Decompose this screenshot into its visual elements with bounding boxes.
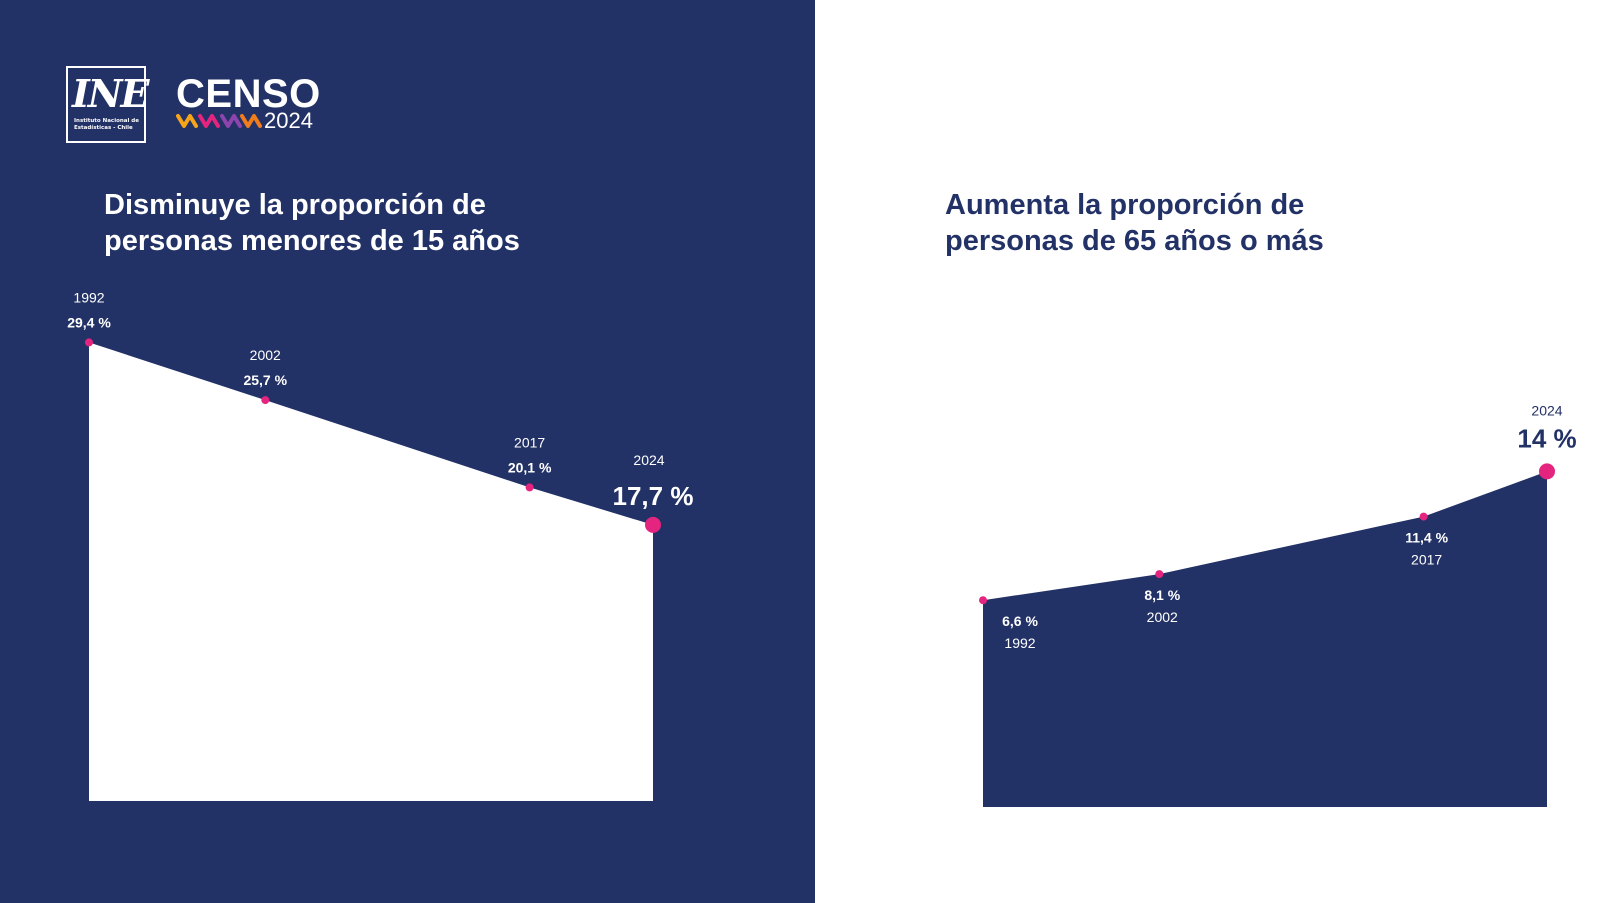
over65-point-2024 [1539, 463, 1555, 480]
ine-logo: INE Instituto Nacional de Estadísticas -… [66, 66, 149, 143]
censo-logo-word: CENSO [176, 72, 321, 116]
over65-year-label-1992: 1992 [1004, 635, 1035, 651]
over65-point-1992 [979, 596, 987, 605]
under15-year-label-2024: 2024 [633, 452, 664, 468]
ine-logo-subtitle: Instituto Nacional de Estadísticas - Chi… [74, 118, 144, 132]
under15-point-2002 [261, 396, 270, 405]
left-chart-title: Disminuye la proporción de personas meno… [104, 189, 520, 257]
over65-area [983, 471, 1547, 807]
over65-point-2002 [1155, 570, 1164, 579]
ine-logo-subtitle-line1: Instituto Nacional de [74, 118, 139, 124]
ine-logo-subtitle-line2: Estadísticas - Chile [74, 125, 133, 131]
over65-value-label-2024: 14 % [1517, 423, 1576, 453]
under15-value-label-2002: 25,7 % [243, 372, 287, 388]
under15-point-2024 [645, 516, 661, 533]
under15-year-label-1992: 1992 [73, 289, 104, 305]
censo-2024-logo: CENSO 2024 [176, 72, 336, 142]
over65-value-label-2002: 8,1 % [1144, 587, 1180, 603]
over65-year-label-2017: 2017 [1411, 552, 1442, 568]
under15-year-label-2017: 2017 [514, 434, 545, 450]
under15-value-label-1992: 29,4 % [67, 314, 111, 330]
over65-value-label-1992: 6,6 % [1002, 613, 1038, 629]
under15-point-2017 [525, 483, 534, 492]
over65-year-label-2024: 2024 [1531, 402, 1562, 418]
over65-value-label-2017: 11,4 % [1405, 530, 1448, 546]
under15-value-label-2017: 20,1 % [508, 459, 552, 475]
censo-logo-zigzag-icon [176, 114, 262, 128]
over65-point-2017 [1419, 512, 1428, 521]
ine-logo-letters: INE [72, 71, 149, 116]
censo-logo-year: 2024 [264, 108, 313, 133]
under15-point-1992 [85, 338, 93, 347]
right-chart-title: Aumenta la proporción de personas de 65 … [945, 189, 1324, 257]
under15-year-label-2002: 2002 [250, 347, 281, 363]
under15-value-label-2024: 17,7 % [613, 481, 694, 511]
over65-year-label-2002: 2002 [1147, 609, 1178, 625]
under15-area [89, 342, 653, 801]
